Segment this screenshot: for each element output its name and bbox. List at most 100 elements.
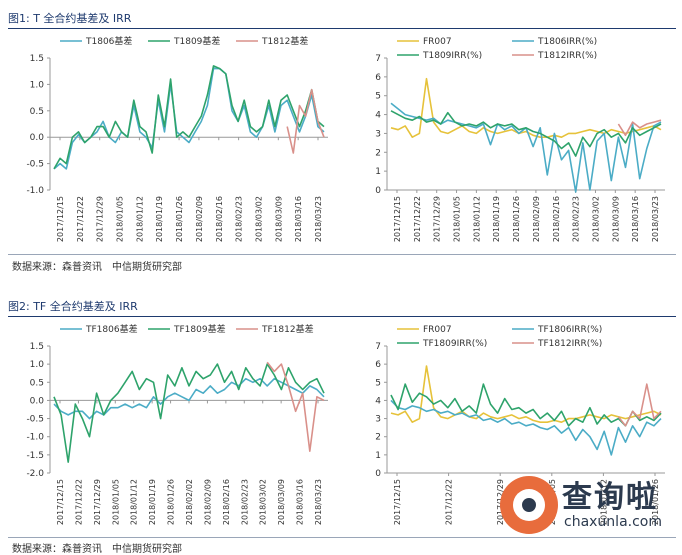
x-tick-label: 2018/03/16 bbox=[296, 479, 305, 525]
x-tick-label: 2018/03/23 bbox=[314, 196, 323, 242]
watermark-logo: 查询啦 chaxunla.com bbox=[500, 470, 678, 550]
x-tick-label: 2018/02/16 bbox=[222, 479, 231, 525]
x-tick-label: 2017/12/15 bbox=[393, 479, 402, 525]
y-tick-label: -1.5 bbox=[26, 451, 44, 461]
y-tick-label: 4 bbox=[375, 396, 381, 406]
legend-label: TF1806基差 bbox=[85, 323, 138, 335]
x-tick-label: 2018/01/12 bbox=[472, 196, 481, 242]
figure1-irr-chart: 7 6 5 4 3 2 1 0 2017/12/15 2017/12/22 2017/12/29 20… bbox=[375, 37, 665, 242]
y-tick-label: 0.0 bbox=[30, 133, 45, 143]
y-tick-label: 3 bbox=[375, 415, 381, 425]
y-tick-label: 0 bbox=[375, 469, 381, 479]
y-tick-label: -1.0 bbox=[26, 186, 44, 196]
series-line-1 bbox=[53, 363, 325, 463]
series-line-1 bbox=[390, 399, 662, 456]
series-line-0 bbox=[390, 77, 662, 138]
legend-label: T1812基差 bbox=[261, 35, 308, 47]
y-tick-label: 6 bbox=[375, 360, 381, 370]
x-tick-label: 2018/01/19 bbox=[492, 196, 501, 242]
figure1-source-rule bbox=[8, 254, 676, 255]
legend-label: TF1809基差 bbox=[173, 323, 226, 335]
y-tick-label: 0.0 bbox=[30, 396, 45, 406]
figure1-title-rule bbox=[8, 28, 676, 29]
x-tick-label: 2018/02/09 bbox=[195, 196, 204, 242]
legend-label: T1809IRR(%) bbox=[422, 51, 482, 61]
x-tick-label: 2017/12/22 bbox=[74, 479, 83, 525]
x-tick-label: 2018/03/02 bbox=[591, 196, 600, 242]
legend-label: FR007 bbox=[423, 37, 452, 47]
x-tick-label: 2018/01/05 bbox=[453, 196, 462, 242]
y-tick-label: 0.5 bbox=[30, 107, 44, 117]
x-tick-label: 2018/02/16 bbox=[215, 196, 224, 242]
y-tick-label: -2.0 bbox=[26, 469, 44, 479]
y-tick-label: 1.5 bbox=[30, 54, 44, 64]
series-line-2 bbox=[390, 383, 662, 427]
x-tick-label: 2018/01/12 bbox=[599, 479, 608, 525]
x-tick-label: 2018/01/26 bbox=[651, 479, 660, 525]
figure2-title: 图2: TF 全合约基差及 IRR bbox=[8, 300, 138, 313]
y-tick-label: 3 bbox=[375, 129, 381, 139]
x-tick-label: 2018/02/23 bbox=[235, 196, 244, 242]
series-line-2 bbox=[266, 361, 325, 452]
logo-url: chaxunla.com bbox=[564, 514, 662, 530]
y-tick-label: 5 bbox=[375, 378, 381, 388]
legend-label: T1812IRR(%) bbox=[537, 51, 597, 61]
legend-label: T1806基差 bbox=[85, 35, 132, 47]
x-tick-label: 2017/12/29 bbox=[96, 196, 105, 242]
figure1-source: 数据来源：森普资讯 中信期货研究部 bbox=[12, 262, 182, 273]
x-tick-label: 2017/12/15 bbox=[393, 196, 402, 242]
x-tick-label: 2018/03/09 bbox=[274, 196, 283, 242]
x-tick-label: 2018/01/12 bbox=[135, 196, 144, 242]
legend-label: T1806IRR(%) bbox=[537, 37, 597, 47]
y-tick-label: 7 bbox=[375, 342, 381, 352]
x-tick-label: 2018/01/26 bbox=[167, 479, 176, 525]
x-tick-label: 2018/03/23 bbox=[314, 479, 323, 525]
x-tick-label: 2018/02/23 bbox=[240, 479, 249, 525]
figure1-title: 图1: T 全合约基差及 IRR bbox=[8, 12, 132, 25]
series-line-2 bbox=[390, 110, 662, 157]
series-line-1 bbox=[390, 102, 662, 193]
series-line-0 bbox=[53, 67, 325, 170]
x-tick-label: 2018/03/23 bbox=[651, 196, 660, 242]
logo-q-icon bbox=[500, 476, 558, 534]
x-tick-label: 2018/02/09 bbox=[203, 479, 212, 525]
series-line-2 bbox=[286, 88, 325, 154]
y-tick-label: -0.5 bbox=[26, 415, 44, 425]
y-tick-label: 4 bbox=[375, 111, 381, 121]
y-tick-label: 1.0 bbox=[30, 360, 45, 370]
logo-wordmark: 查询啦 bbox=[562, 480, 658, 515]
x-tick-label: 2018/03/02 bbox=[254, 196, 263, 242]
x-tick-label: 2017/12/15 bbox=[56, 196, 65, 242]
series-line-3 bbox=[617, 119, 662, 137]
y-tick-label: 0 bbox=[375, 186, 381, 196]
y-tick-label: 2 bbox=[375, 148, 381, 158]
y-tick-label: 1 bbox=[375, 167, 381, 177]
series-line-1 bbox=[53, 65, 325, 170]
series-line-3 bbox=[617, 383, 662, 427]
series-line-0 bbox=[53, 377, 325, 420]
y-tick-label: 5 bbox=[375, 92, 381, 102]
x-tick-label: 2017/12/22 bbox=[413, 196, 422, 242]
x-tick-label: 2018/02/02 bbox=[185, 479, 194, 525]
legend-label: TF1812基差 bbox=[261, 323, 314, 335]
x-tick-label: 2018/01/26 bbox=[512, 196, 521, 242]
x-tick-label: 2017/12/29 bbox=[93, 479, 102, 525]
y-tick-label: 2 bbox=[375, 433, 381, 443]
x-tick-label: 2018/03/09 bbox=[611, 196, 620, 242]
x-tick-label: 2018/01/19 bbox=[155, 196, 164, 242]
x-tick-label: 2018/01/19 bbox=[148, 479, 157, 525]
x-tick-label: 2018/01/05 bbox=[111, 479, 120, 525]
legend-label: TF1812IRR(%) bbox=[537, 339, 602, 349]
figure2-source: 数据来源：森普资讯 中信期货研究部 bbox=[12, 544, 182, 555]
legend-label: FR007 bbox=[423, 325, 452, 335]
y-tick-label: 1 bbox=[375, 451, 381, 461]
y-tick-label: 1.0 bbox=[30, 80, 45, 90]
y-tick-label: 0.5 bbox=[30, 378, 44, 388]
y-tick-label: 6 bbox=[375, 73, 381, 83]
x-tick-label: 2018/01/26 bbox=[175, 196, 184, 242]
figure1-basis-chart: 1.5 1.0 0.5 0.0 -0.5 -1.0 2017/12/15 2017/12/22… bbox=[26, 35, 328, 242]
x-tick-label: 2018/02/09 bbox=[532, 196, 541, 242]
y-tick-label: -0.5 bbox=[26, 160, 44, 170]
legend-label: TF1809IRR(%) bbox=[422, 339, 487, 349]
x-tick-label: 2017/12/22 bbox=[76, 196, 85, 242]
